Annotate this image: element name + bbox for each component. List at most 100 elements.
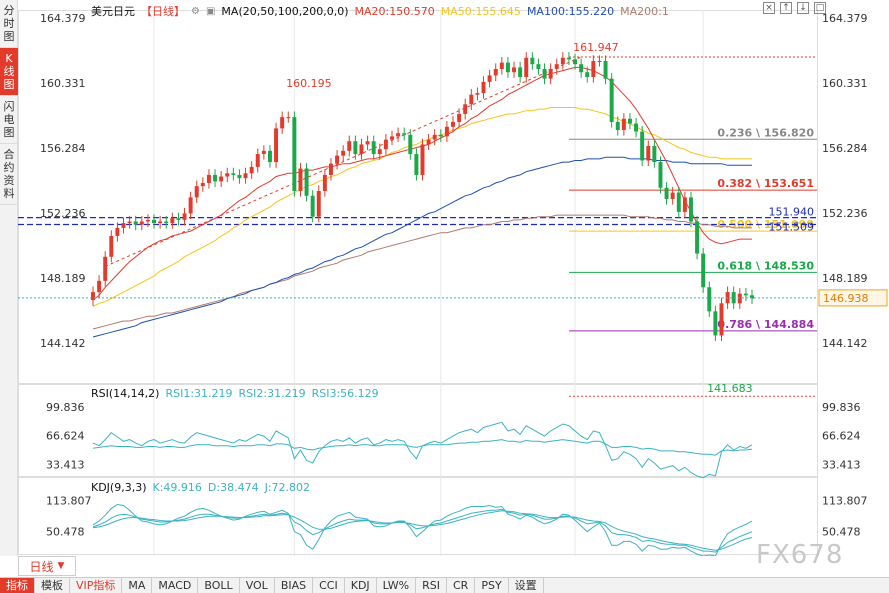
candle-body <box>347 141 352 151</box>
tab-timeshare[interactable]: 分时图 <box>0 0 18 48</box>
candle-body <box>365 141 370 145</box>
candle-body <box>676 192 681 212</box>
candle-body <box>585 72 590 78</box>
candle-body <box>304 168 309 196</box>
maximize-icon[interactable]: □ <box>814 2 826 14</box>
move-up-icon[interactable]: ↑ <box>780 2 792 14</box>
candle-body <box>640 131 645 161</box>
candle-body <box>402 133 407 135</box>
toolbar-item[interactable]: BOLL <box>198 578 240 593</box>
candle-body <box>615 121 620 130</box>
candle-body <box>188 197 193 214</box>
close-panel-icon[interactable]: × <box>763 2 775 14</box>
toolbar-item[interactable]: 模板 <box>35 578 70 593</box>
toolbar-item[interactable]: MACD <box>152 578 199 593</box>
candle-body <box>322 174 327 191</box>
ma20-line <box>92 66 752 301</box>
candle-body <box>335 155 340 164</box>
fib-level-label: 0.786 \ 144.884 <box>717 318 814 331</box>
candle-body <box>103 256 108 281</box>
candle-body <box>377 149 382 155</box>
kdj-d-value: D:38.474 <box>207 481 259 494</box>
y-tick-label: 152.236 <box>822 207 868 220</box>
candle-body <box>554 64 559 69</box>
rsi-tick-label-left: 66.624 <box>46 430 85 443</box>
toolbar-item[interactable]: BIAS <box>275 578 314 593</box>
candle-body <box>646 146 651 161</box>
kdj-params[interactable]: KDJ(9,3,3) <box>91 481 147 494</box>
candle-body <box>444 126 449 137</box>
toolbar-item[interactable]: CCI <box>313 578 345 593</box>
candle-body <box>713 311 718 336</box>
rsi-tick-label-left: 33.413 <box>46 458 85 471</box>
horizontal-level-label: 151.940 <box>769 206 815 219</box>
candle-body <box>408 134 413 155</box>
toolbar-item[interactable]: LW% <box>377 578 417 593</box>
kdj-j-value: J:72.802 <box>264 481 311 494</box>
toolbar-item[interactable]: 指标 <box>0 578 35 593</box>
candle-body <box>243 173 248 179</box>
candle-body <box>487 75 492 82</box>
toolbar-item[interactable]: VOL <box>240 578 275 593</box>
candle-body <box>597 60 602 62</box>
toolbar-item[interactable]: MA <box>122 578 153 593</box>
candle-body <box>158 221 163 224</box>
current-price-tag <box>818 289 888 307</box>
candle-body <box>176 218 181 220</box>
side-tab-strip: 分时图 K线图 闪电图 合约资料 <box>0 0 18 556</box>
y-tick-label-left: 164.379 <box>40 12 86 25</box>
ma200-line <box>92 214 752 330</box>
candle-body <box>560 57 565 65</box>
candle-body <box>634 123 639 132</box>
ma100-value: MA100:155.220 <box>526 4 615 18</box>
candle-body <box>261 150 266 155</box>
kdj-legend: KDJ(9,3,3) K:49.916 D:38.474 J:72.802 <box>91 481 310 494</box>
indicator-box-icon[interactable]: ▣ <box>205 5 216 17</box>
candle-body <box>518 67 523 78</box>
trend-line <box>105 56 582 267</box>
kdj-panel-frame <box>18 477 818 555</box>
kdj-tick-label: 113.807 <box>822 495 868 508</box>
candle-body <box>707 287 712 312</box>
settings-icon[interactable]: ⚙ <box>191 5 200 17</box>
candle-body <box>164 221 169 224</box>
candle-body <box>127 221 132 224</box>
window-controls: × ↑ ↓ □ <box>763 2 826 14</box>
candle-body <box>670 192 675 199</box>
tab-flash-chart[interactable]: 闪电图 <box>0 96 18 144</box>
rsi-params[interactable]: RSI(14,14,2) <box>91 387 160 400</box>
symbol-title: 美元日元 <box>91 5 135 18</box>
kdj-d-line <box>92 510 753 551</box>
candle-body <box>194 186 199 198</box>
candle-body <box>109 235 114 257</box>
period-selector[interactable]: 日线 ▼ <box>18 556 76 576</box>
y-tick-label-left: 152.236 <box>40 207 86 220</box>
toolbar-item[interactable]: RSI <box>416 578 447 593</box>
candle-body <box>652 146 657 163</box>
candle-body <box>182 213 187 220</box>
ma-params[interactable]: MA(20,50,100,200,0,0) <box>221 4 349 18</box>
candle-body <box>682 197 687 212</box>
toolbar-item[interactable]: KDJ <box>345 578 377 593</box>
toolbar-item[interactable]: CR <box>447 578 476 593</box>
kdj-k-value: K:49.916 <box>152 481 202 494</box>
tab-kline[interactable]: K线图 <box>0 48 18 96</box>
y-tick-label: 144.142 <box>822 337 868 350</box>
toolbar-item[interactable]: PSY <box>475 578 509 593</box>
high-label: 161.947 <box>573 41 619 54</box>
y-tick-label: 148.189 <box>822 272 868 285</box>
kdj-k-line <box>92 508 753 553</box>
candle-body <box>420 144 425 175</box>
candle-body <box>469 94 474 105</box>
candle-body <box>249 166 254 174</box>
candle-body <box>609 78 614 122</box>
kdj-tick-label-left: 113.807 <box>46 495 92 508</box>
chart-area[interactable]: 164.379 164.379 160.331 160.331 156.284 156.2… <box>18 0 889 556</box>
period-label[interactable]: 【日线】 <box>141 5 185 18</box>
move-down-icon[interactable]: ↓ <box>797 2 809 14</box>
toolbar-item[interactable]: 设置 <box>509 578 544 593</box>
candle-body <box>731 292 736 304</box>
tab-contract-info[interactable]: 合约资料 <box>0 144 18 205</box>
toolbar-item[interactable]: VIP指标 <box>70 578 123 593</box>
ma100-line <box>92 156 752 338</box>
